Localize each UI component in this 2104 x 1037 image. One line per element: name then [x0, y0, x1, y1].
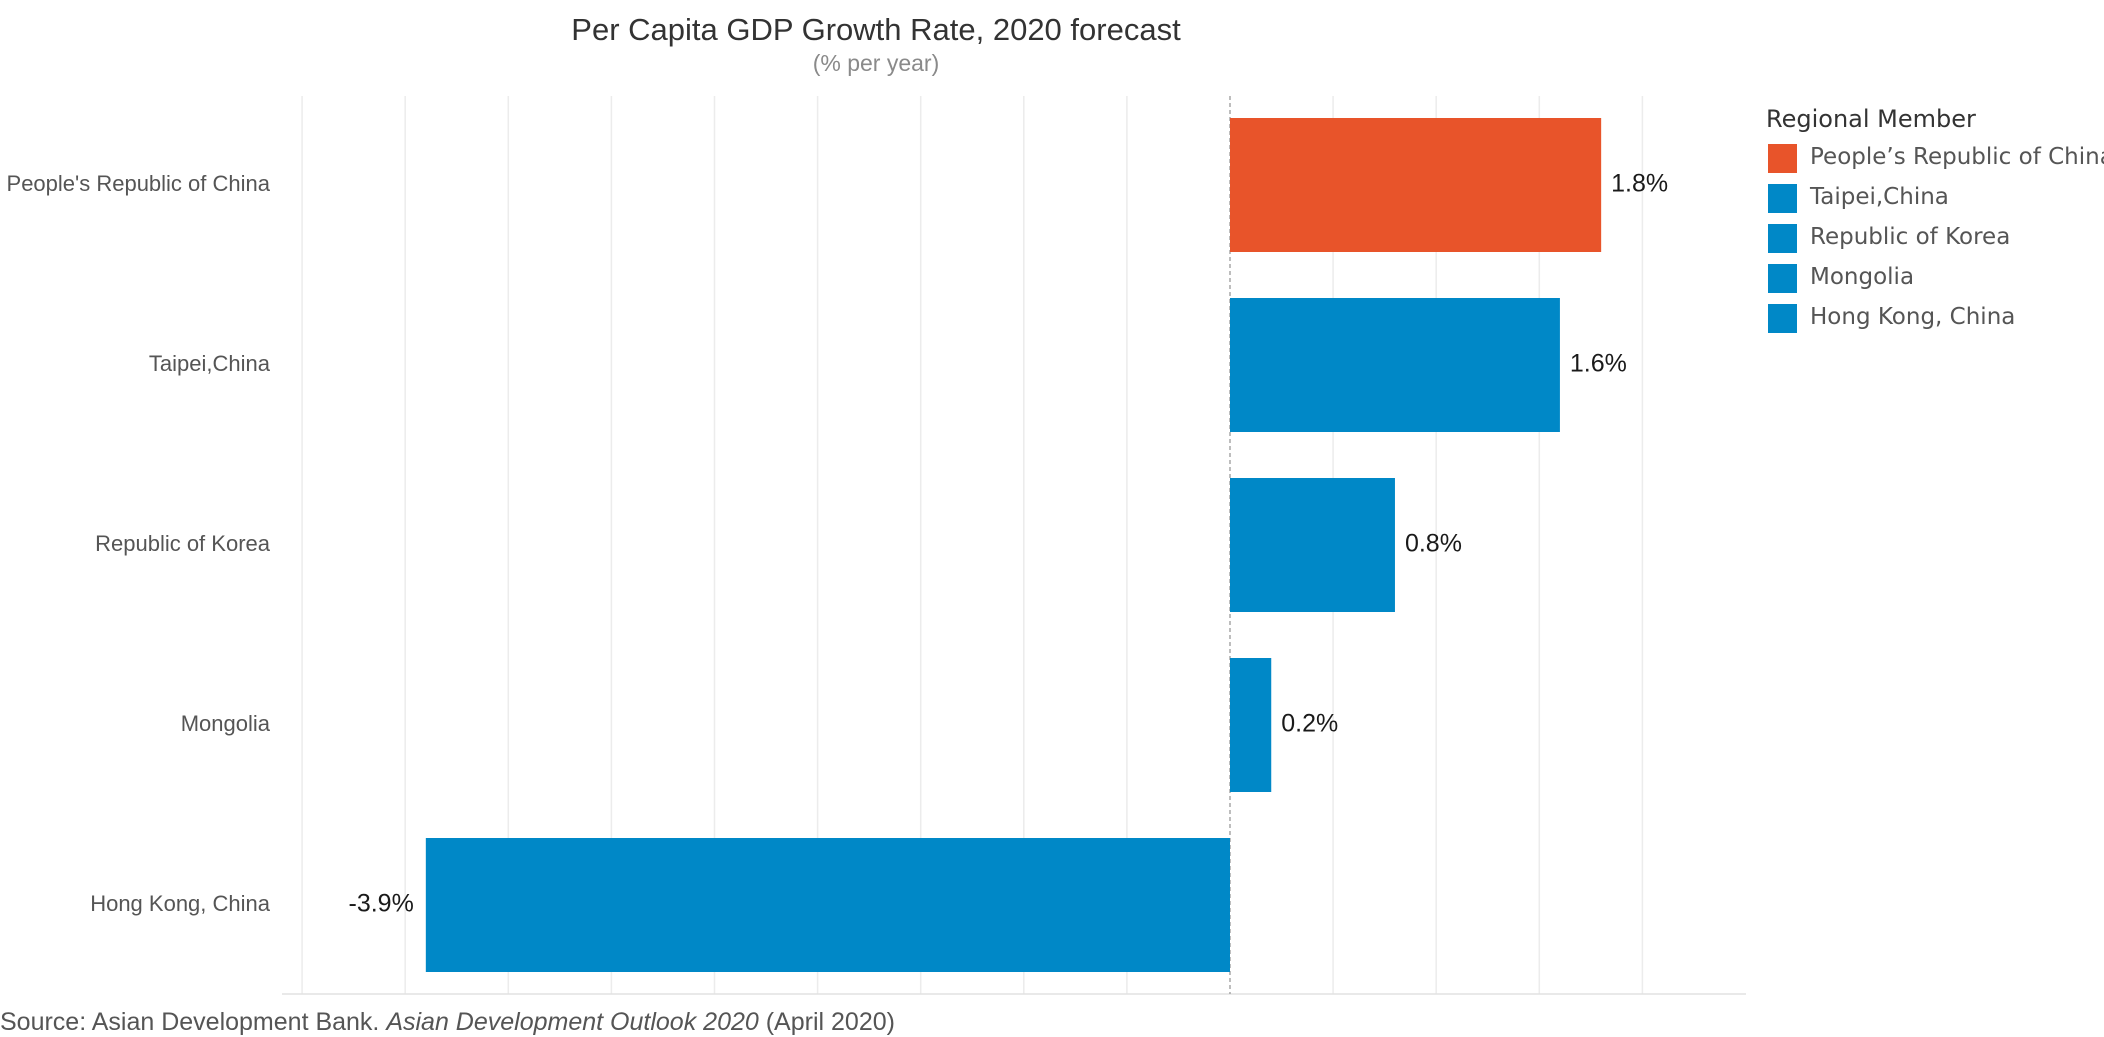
source-suffix: (April 2020): [758, 1008, 895, 1036]
data-label: 0.8%: [1405, 530, 1462, 558]
legend: Regional Member People’s Republic of Chi…: [1766, 104, 2104, 340]
legend-swatch: [1768, 224, 1797, 253]
bar: [425, 838, 1230, 972]
legend-item[interactable]: Republic of Korea: [1766, 220, 2104, 260]
legend-item[interactable]: Mongolia: [1766, 260, 2104, 300]
legend-item[interactable]: Taipei,China: [1766, 180, 2104, 220]
data-label: -3.9%: [349, 890, 414, 918]
source-note: Source: Asian Development Bank. Asian De…: [0, 1008, 895, 1037]
category-label: Mongolia: [181, 711, 271, 736]
chart-subtitle: (% per year): [812, 50, 940, 76]
legend-swatch: [1768, 264, 1797, 293]
legend-item[interactable]: People’s Republic of China: [1766, 140, 2104, 180]
bar: [1230, 658, 1272, 792]
data-label: 0.2%: [1281, 710, 1338, 738]
legend-label: Hong Kong, China: [1810, 304, 2016, 330]
bar: [1230, 118, 1602, 252]
legend-label: Taipei,China: [1810, 184, 1949, 210]
category-label: People's Republic of China: [7, 171, 271, 196]
legend-label: People’s Republic of China: [1810, 144, 2104, 170]
source-publication: Asian Development Outlook 2020: [386, 1008, 759, 1036]
legend-items: People’s Republic of China Taipei,China Re…: [1766, 140, 2104, 340]
category-label: Hong Kong, China: [90, 891, 271, 916]
source-prefix: Source: Asian Development Bank.: [0, 1008, 387, 1036]
data-label: 1.6%: [1570, 350, 1627, 378]
legend-title: Regional Member: [1766, 105, 1976, 133]
category-label: Republic of Korea: [95, 531, 271, 556]
bar: [1230, 298, 1560, 432]
data-label: 1.8%: [1611, 170, 1668, 198]
legend-label: Mongolia: [1810, 264, 1915, 290]
legend-swatch: [1768, 304, 1797, 333]
category-label: Taipei,China: [149, 351, 271, 376]
legend-swatch: [1768, 184, 1797, 213]
chart-title: Per Capita GDP Growth Rate, 2020 forecas…: [571, 12, 1181, 47]
legend-swatch: [1768, 144, 1797, 173]
legend-label: Republic of Korea: [1810, 224, 2011, 250]
bar: [1230, 478, 1395, 612]
legend-item[interactable]: Hong Kong, China: [1766, 300, 2104, 340]
